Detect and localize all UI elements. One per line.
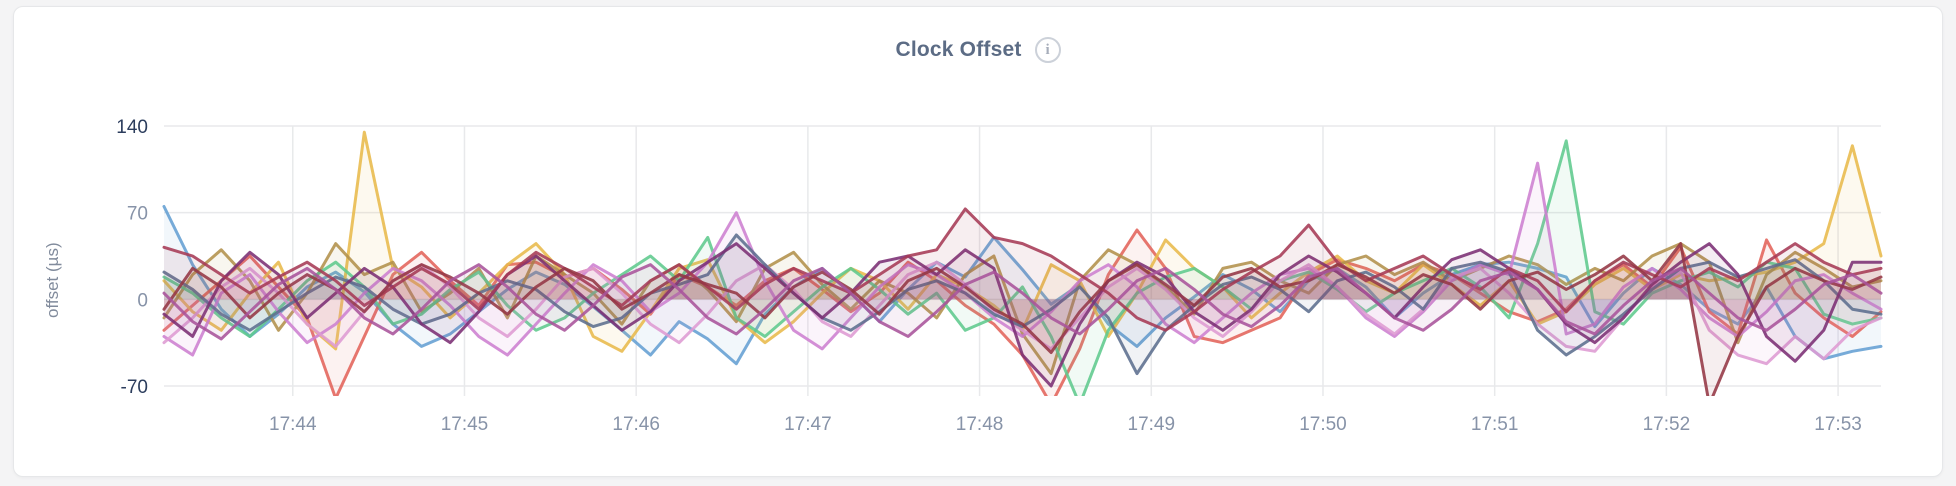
series-area-green: [164, 140, 1881, 396]
series-area-purple: [164, 243, 1881, 386]
series-line-orchid[interactable]: [162, 161, 1883, 357]
x-tick-label: 17:52: [1643, 414, 1691, 435]
y-tick-label: 0: [137, 290, 148, 311]
series-line-green[interactable]: [162, 139, 1883, 405]
x-tick-label: 17:45: [441, 414, 489, 435]
x-tick-label: 17:51: [1471, 414, 1519, 435]
x-tick-label: 17:49: [1128, 414, 1176, 435]
chart-area: 140 70 0 -70 17:44 17:45 17:46 17:47 17:48 17:49 1…: [14, 77, 1942, 456]
series-area-blue: [164, 206, 1881, 364]
y-tick-label: 140: [116, 117, 148, 138]
x-tick-label: 17:47: [784, 414, 832, 435]
clock-offset-card: Clock Offset i 140 70 0 -70 17:44 17:45 17:46 1…: [13, 6, 1943, 477]
x-tick-label: 17:50: [1299, 414, 1347, 435]
series-area-orchid: [164, 163, 1881, 356]
x-tick-label: 17:53: [1814, 414, 1862, 435]
series-line-pink[interactable]: [162, 260, 1883, 366]
x-tick-label: 17:44: [269, 414, 317, 435]
series-area-gold: [164, 132, 1881, 352]
card-header: Clock Offset i: [14, 7, 1942, 69]
series-area-red: [164, 230, 1881, 396]
series-line-slate[interactable]: [162, 233, 1883, 376]
series-line-olive[interactable]: [162, 242, 1883, 376]
y-axis-title: offset (µs): [43, 242, 62, 318]
series-group: [162, 130, 1883, 405]
series-line-burgundy[interactable]: [162, 242, 1883, 405]
series-line-maroon[interactable]: [162, 207, 1883, 332]
series-area-maroon: [164, 208, 1881, 331]
chart-title: Clock Offset: [895, 38, 1022, 61]
y-tick-label: 70: [127, 204, 148, 225]
series-area-olive: [164, 243, 1881, 374]
series-line-plum[interactable]: [162, 263, 1883, 341]
y-tick-label: -70: [121, 377, 148, 398]
clock-offset-chart[interactable]: 140 70 0 -70 17:44 17:45 17:46 17:47 17:48 17:49 1…: [14, 77, 1944, 451]
info-icon[interactable]: i: [1034, 37, 1061, 63]
series-line-purple[interactable]: [162, 242, 1883, 388]
series-line-blue[interactable]: [162, 204, 1883, 366]
x-tick-label: 17:48: [956, 414, 1004, 435]
x-tick-label: 17:46: [612, 414, 660, 435]
